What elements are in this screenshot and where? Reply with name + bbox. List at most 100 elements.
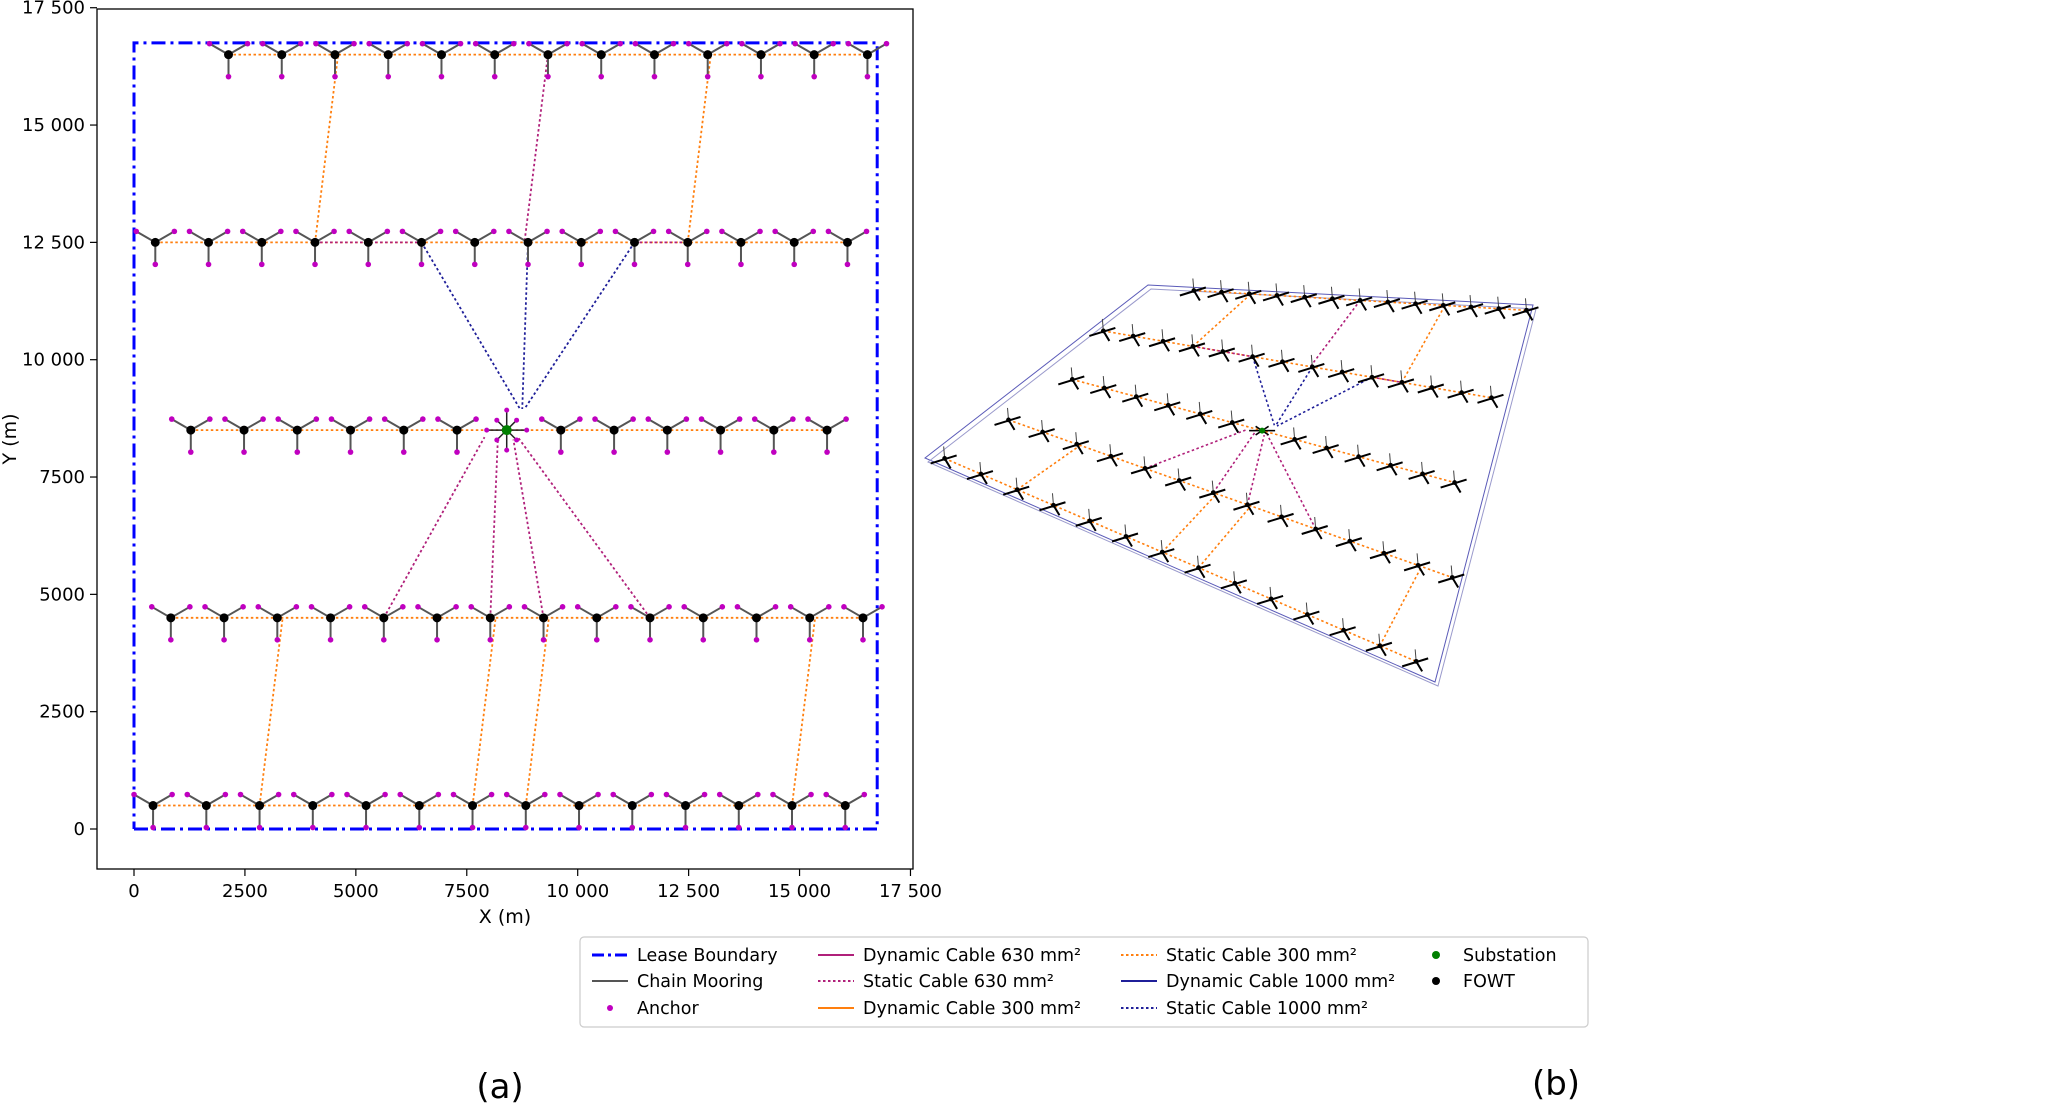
anchor (592, 416, 598, 422)
fowt-marker (277, 50, 287, 60)
anchor (595, 791, 601, 798)
panel-b-fowt-marker (1292, 437, 1298, 442)
fowt-0-10 (663, 791, 708, 831)
fowt-marker (681, 801, 691, 811)
panel-label-a: (a) (476, 1067, 523, 1107)
anchor (310, 824, 316, 831)
fowt-2-10 (751, 416, 796, 455)
anchor (131, 791, 137, 798)
anchor (473, 416, 479, 422)
anchor (860, 637, 866, 643)
anchor (789, 824, 795, 831)
anchor (751, 416, 758, 422)
static-cable-300-link-0 (258, 617, 284, 806)
anchor (450, 791, 457, 798)
fowt-2-5 (435, 416, 479, 455)
panel-b-fowt-marker (1496, 306, 1502, 312)
substation-anchor (504, 447, 510, 453)
panel-b-fowt-marker (1123, 534, 1129, 539)
anchor (400, 449, 407, 455)
anchor (419, 40, 426, 47)
anchor (506, 228, 512, 235)
fowt-marker (805, 613, 815, 623)
anchor (824, 449, 830, 455)
anchor (168, 637, 174, 643)
fowt-marker (148, 801, 158, 811)
legend-label: Dynamic Cable 300 mm² (863, 999, 1081, 1019)
anchor (685, 40, 692, 47)
anchor (682, 824, 689, 831)
y-tick-label: 17 500 (22, 0, 85, 19)
panel-b-fowt-marker (1232, 580, 1238, 586)
anchor (148, 604, 155, 610)
panel-a-plot-area (131, 40, 890, 831)
panel-b-fowt-1-13 (1437, 565, 1465, 588)
fowt-0-12 (770, 791, 814, 831)
panel-b-static-cable-300-row-3 (1103, 330, 1492, 399)
fowt-marker (840, 801, 850, 811)
fowt-marker (649, 50, 659, 60)
y-tick-label: 0 (74, 819, 85, 840)
panel-b-fowt-4-0 (1179, 278, 1207, 302)
anchor (617, 40, 624, 47)
anchor (665, 228, 672, 235)
panel-b-fowt-marker (1347, 538, 1353, 544)
panel-b-static-cable-300-link-0 (1016, 444, 1081, 491)
fowt-0-0 (131, 791, 175, 831)
legend-entry-st630: Static Cable 630 mm² (818, 972, 1054, 992)
panel-b-fowt-marker (1130, 333, 1136, 339)
legend-label: Anchor (637, 999, 699, 1019)
fowt-marker (789, 237, 799, 247)
fowt-marker (383, 50, 393, 60)
panel-b-fowt-1-8 (1267, 504, 1294, 528)
anchor (559, 228, 565, 235)
fowt-4-2 (313, 40, 357, 80)
fowt-marker (609, 425, 619, 435)
anchor (703, 228, 710, 235)
fowt-marker (399, 425, 409, 435)
legend-entry-st1000: Static Cable 1000 mm² (1121, 999, 1368, 1019)
anchor (879, 604, 885, 610)
anchor (331, 228, 337, 235)
anchor (382, 791, 388, 798)
legend-entry-dyn1000: Dynamic Cable 1000 mm² (1121, 972, 1395, 992)
anchor (168, 416, 175, 422)
panel-b-fowt-4-5 (1318, 286, 1345, 310)
lease-boundary (132, 41, 879, 831)
legend-marker (1432, 977, 1440, 985)
anchor (260, 416, 266, 422)
anchor (256, 824, 263, 831)
anchor (559, 604, 566, 610)
anchor (363, 824, 369, 831)
panel-b-fowt-3-2 (1148, 329, 1176, 352)
panel-b-fowt-3-11 (1417, 375, 1445, 399)
panel-b-fowt-0-12 (1365, 633, 1393, 657)
legend-entry-substation: Substation (1432, 946, 1557, 966)
fowt-4-1 (259, 40, 304, 80)
panel-b-fowt-4-10 (1456, 294, 1484, 318)
anchor (558, 449, 564, 455)
fowt-2-7 (592, 416, 636, 455)
anchor (577, 416, 583, 422)
anchor (757, 228, 763, 235)
fowt-1-9 (628, 604, 672, 643)
panel-b-fowt-1-0 (994, 407, 1021, 431)
panel-b-fowt-4-1 (1207, 280, 1234, 303)
fowt-4-6 (526, 40, 570, 80)
substation-marker (501, 425, 512, 436)
fowt-marker (523, 237, 533, 247)
fowt-4-10 (739, 40, 783, 80)
fowt-0-13 (823, 791, 868, 831)
legend-entry-st300: Static Cable 300 mm² (1121, 946, 1357, 966)
panel-b-fowt-marker (1014, 487, 1020, 493)
panel-b-fowt-1-11 (1369, 541, 1397, 564)
fowt-1-7 (521, 604, 566, 643)
fowt-3-4 (346, 228, 391, 268)
static-cable-630-path-6 (523, 54, 549, 243)
panel-b-fowt-marker (1220, 349, 1226, 354)
fowt-marker (204, 237, 214, 247)
panel-b-fowt-0-10 (1293, 602, 1320, 626)
fowt-1-10 (681, 604, 726, 643)
anchor (293, 228, 299, 235)
panel-b-fowt-0-4 (1075, 508, 1103, 532)
